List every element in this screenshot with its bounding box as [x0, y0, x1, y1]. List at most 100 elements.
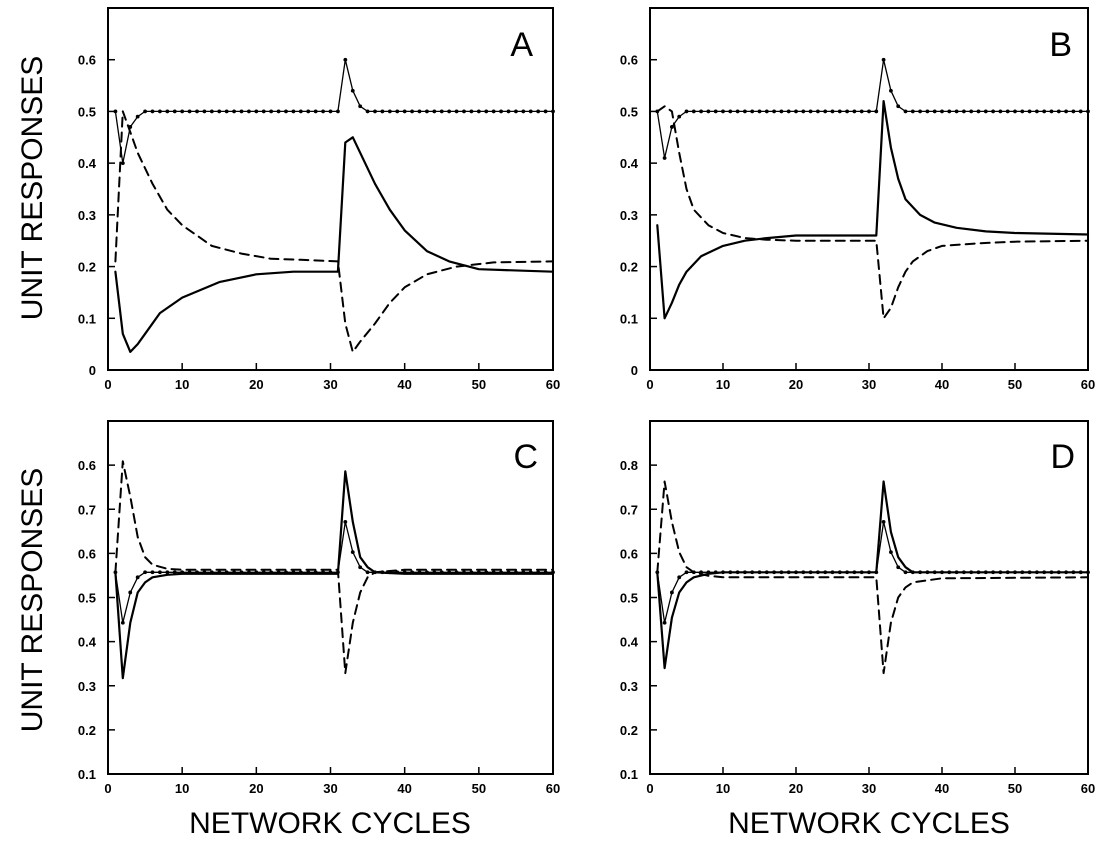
series-dotted-marker — [925, 109, 930, 114]
series-dotted-marker — [521, 109, 526, 114]
y-tick-label: 0.5 — [78, 104, 96, 119]
x-tick-label: 20 — [249, 781, 263, 796]
series-dashed-line — [114, 110, 554, 353]
x-axis-title-right: NETWORK CYCLES — [728, 807, 1010, 840]
series-dotted-marker — [1086, 109, 1090, 114]
series-dotted-marker — [764, 109, 769, 114]
y-tick-label: 0.3 — [620, 679, 638, 694]
series-dotted-marker — [677, 114, 682, 119]
series-dotted-marker — [662, 620, 667, 625]
panel-c-ticks: 0 10 20 30 40 50 60 0.1 0.2 0.3 0.4 0.5 0.6 0.7 0.6 — [78, 458, 560, 796]
series-dotted-marker — [1042, 109, 1047, 114]
x-tick-label: 40 — [935, 377, 949, 392]
series-dotted-marker — [1013, 109, 1017, 114]
series-solid-line — [114, 136, 555, 353]
y-tick-label: 0.8 — [620, 458, 638, 473]
series-dotted-marker — [896, 565, 901, 570]
series-dotted-marker — [896, 104, 901, 109]
x-tick-label: 10 — [175, 781, 189, 796]
y-tick-label: 0.4 — [78, 635, 97, 650]
series-dotted-marker — [867, 109, 871, 114]
y-tick-label: 0.2 — [78, 260, 96, 275]
series-dotted-marker — [165, 109, 170, 114]
panel-a-series — [113, 57, 555, 353]
series-solid-line — [656, 480, 1090, 670]
series-dotted-marker — [983, 109, 988, 114]
x-tick-label: 0 — [646, 781, 653, 796]
series-dotted-marker — [195, 109, 199, 114]
series-dotted-marker — [306, 109, 311, 114]
y-tick-label: 0 — [631, 363, 638, 378]
series-dashed-line — [656, 480, 1089, 675]
series-dotted-marker — [954, 109, 959, 114]
series-dotted-marker — [358, 565, 363, 570]
series-dotted-marker — [845, 109, 849, 114]
series-dotted-marker — [1078, 109, 1083, 114]
panel-a: A 0 10 20 30 40 50 60 0 0.1 0.2 0.3 0.4 0.5 0.6 — [78, 7, 560, 392]
series-dotted-marker — [947, 109, 952, 114]
series-dotted-marker — [469, 109, 474, 114]
series-dotted-marker — [1020, 109, 1025, 114]
x-tick-label: 20 — [789, 377, 803, 392]
x-tick-label: 30 — [323, 781, 337, 796]
series-dotted-marker — [402, 109, 407, 114]
x-tick-label: 40 — [397, 377, 411, 392]
series-dotted-marker — [365, 109, 370, 114]
x-tick-label: 10 — [716, 781, 730, 796]
series-dotted-marker — [837, 109, 842, 114]
series-dotted-marker — [425, 109, 429, 114]
series-dotted-marker — [447, 109, 452, 114]
panel-d: D 0 10 20 30 40 50 60 0.1 0.2 0.3 0.4 0.5 0.6 0.7 0.8 — [620, 420, 1095, 796]
panel-d-ticks: 0 10 20 30 40 50 60 0.1 0.2 0.3 0.4 0.5 0.6 0.7 0.8 — [620, 458, 1095, 796]
y-tick-label: 0.3 — [78, 208, 96, 223]
y-tick-label: 0.2 — [620, 260, 638, 275]
series-dotted-marker — [158, 109, 162, 114]
series-dotted-marker — [439, 109, 444, 114]
series-dotted-marker — [232, 109, 236, 114]
series-dotted-marker — [830, 109, 835, 114]
y-axis-title-bottom: UNIT RESPONSES — [16, 468, 49, 733]
series-dotted-line — [656, 59, 1089, 159]
series-dotted-marker — [823, 109, 828, 114]
x-tick-label: 60 — [546, 377, 560, 392]
series-dotted-marker — [816, 109, 820, 114]
series-dotted-marker — [910, 109, 915, 114]
panel-d-frame — [649, 420, 1089, 775]
series-dotted-marker — [224, 109, 229, 114]
x-tick-label: 30 — [862, 377, 876, 392]
panel-d-series — [655, 480, 1090, 675]
series-dotted-marker — [499, 109, 503, 114]
series-dotted-marker — [801, 109, 806, 114]
series-dotted-marker — [172, 109, 177, 114]
y-tick-label: 0.1 — [78, 311, 96, 326]
panel-b-series — [655, 57, 1090, 320]
series-solid-line — [656, 99, 1090, 320]
series-dotted-marker — [881, 519, 886, 524]
series-dotted-marker — [217, 109, 222, 114]
x-tick-label: 60 — [1081, 781, 1095, 796]
series-dotted-marker — [808, 109, 813, 114]
series-dotted-marker — [276, 109, 281, 114]
series-dotted-marker — [969, 109, 974, 114]
series-dotted-marker — [976, 109, 981, 114]
y-tick-label: 0.1 — [620, 311, 638, 326]
series-dotted-marker — [543, 109, 548, 114]
series-dotted-marker — [120, 620, 125, 625]
x-tick-label: 50 — [472, 781, 486, 796]
y-tick-label: 0.6 — [78, 546, 96, 561]
series-dotted-marker — [1071, 109, 1076, 114]
panel-c: C 0 10 20 30 40 50 60 0.1 0.2 0.3 0.4 0.5 0.6 0.7 0.6 — [78, 420, 560, 796]
series-dotted-marker — [336, 109, 340, 114]
panel-c-frame — [107, 420, 554, 775]
x-tick-label: 50 — [472, 377, 486, 392]
series-dotted-marker — [998, 109, 1003, 114]
series-dotted-marker — [128, 590, 133, 595]
series-dotted-marker — [706, 109, 711, 114]
panel-c-label: C — [513, 438, 538, 476]
y-tick-label: 0.4 — [78, 156, 97, 171]
series-dotted-marker — [150, 109, 155, 114]
series-dotted-marker — [432, 109, 437, 114]
x-tick-label: 40 — [935, 781, 949, 796]
x-tick-label: 0 — [104, 781, 111, 796]
